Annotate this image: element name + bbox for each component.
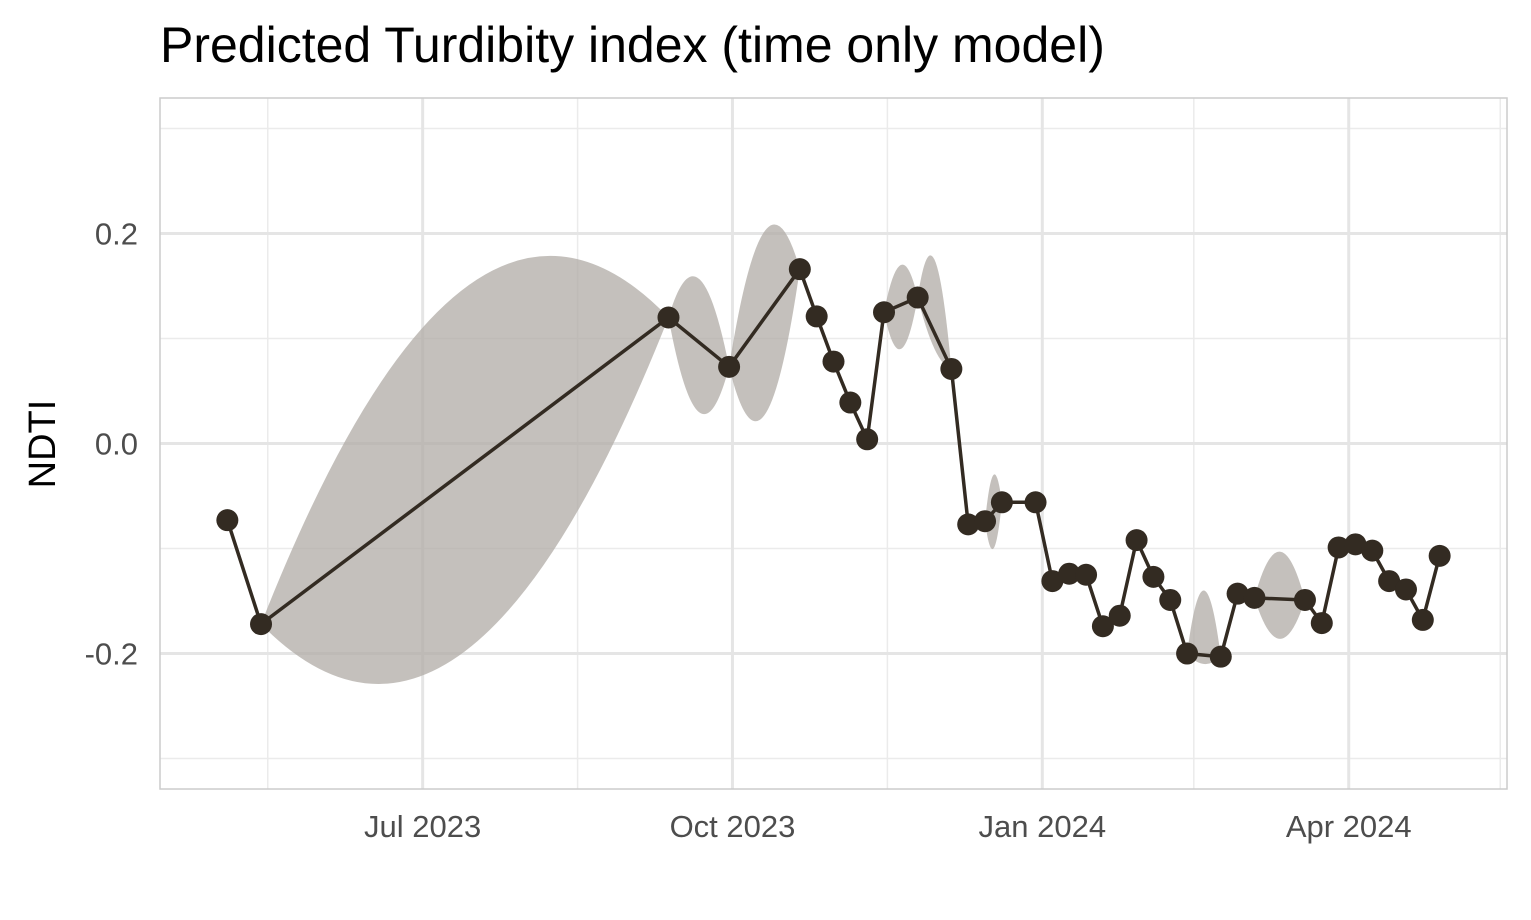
chart-title: Predicted Turdibity index (time only mod…	[160, 17, 1105, 73]
data-point	[1226, 582, 1249, 605]
data-point	[856, 428, 879, 451]
data-point	[906, 286, 929, 309]
confidence-ribbon	[1187, 590, 1221, 665]
data-point	[1428, 544, 1451, 567]
data-point	[1411, 608, 1434, 631]
y-axis-ticks: -0.2 0.0 0.2	[85, 216, 138, 671]
data-point	[1075, 563, 1098, 586]
x-tick-label: Apr 2024	[1286, 809, 1412, 844]
series-points	[216, 258, 1451, 668]
y-axis-title: NDTI	[22, 400, 64, 489]
data-point	[822, 350, 845, 373]
data-point	[250, 613, 273, 636]
x-tick-label: Oct 2023	[670, 809, 796, 844]
data-point	[974, 510, 997, 533]
data-point	[1209, 645, 1232, 668]
data-point	[1361, 539, 1384, 562]
y-tick-label: 0.2	[95, 216, 138, 251]
data-point	[1024, 491, 1047, 514]
data-point	[1293, 588, 1316, 611]
confidence-ribbon	[917, 255, 952, 369]
data-point	[1310, 612, 1333, 635]
data-point	[1176, 642, 1199, 665]
data-point	[1394, 578, 1417, 601]
data-point	[216, 509, 239, 532]
data-point	[839, 391, 862, 414]
data-point	[805, 305, 828, 328]
x-tick-label: Jul 2023	[364, 809, 481, 844]
confidence-ribbon	[668, 276, 730, 415]
confidence-ribbon	[729, 224, 800, 422]
data-point	[718, 355, 741, 378]
data-point	[1243, 586, 1266, 609]
data-point	[1108, 604, 1131, 627]
data-point	[1378, 570, 1401, 593]
data-point	[873, 301, 896, 324]
data-point	[957, 513, 980, 536]
data-point	[990, 491, 1013, 514]
plot-panel-border	[159, 97, 1508, 790]
data-point	[1058, 562, 1081, 585]
x-axis-ticks: Jul 2023 Oct 2023 Jan 2024 Apr 2024	[364, 809, 1412, 844]
data-point	[1344, 533, 1367, 556]
data-point	[1142, 565, 1165, 588]
data-point	[940, 357, 963, 380]
confidence-ribbon	[1254, 551, 1305, 639]
x-tick-label: Jan 2024	[979, 809, 1107, 844]
data-point	[657, 306, 680, 329]
y-tick-label: -0.2	[85, 637, 138, 672]
data-point	[1159, 588, 1182, 611]
confidence-ribbon	[884, 264, 918, 350]
y-tick-label: 0.0	[95, 427, 138, 462]
data-point	[1041, 570, 1064, 593]
data-point	[1327, 536, 1350, 559]
data-point	[788, 258, 811, 281]
data-point	[1125, 529, 1148, 552]
data-point	[1091, 615, 1114, 638]
